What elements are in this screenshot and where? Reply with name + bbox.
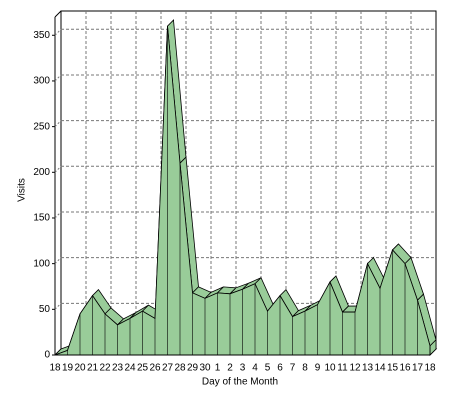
x-tick-label: 16 [399,363,411,374]
x-tick-label: 29 [187,363,199,374]
x-tick-label: 23 [112,363,124,374]
y-tick-label: 100 [33,258,50,269]
x-tick-label: 2 [227,363,233,374]
x-tick-label: 18 [424,363,436,374]
x-tick-label: 25 [137,363,149,374]
x-tick-label: 27 [162,363,174,374]
grid-line-side [54,74,62,82]
grid-line-side [54,165,62,173]
x-tick-label: 6 [277,363,283,374]
x-tick-label: 17 [412,363,424,374]
x-tick-label: 21 [87,363,99,374]
x-tick-label: 20 [74,363,86,374]
y-tick-label: 0 [44,350,50,361]
x-tick-label: 1 [215,363,221,374]
left-wall-top [54,10,62,18]
y-tick-label: 150 [33,213,50,224]
x-tick-label: 15 [387,363,399,374]
grid-line-side [54,211,62,219]
x-tick-label: 28 [174,363,186,374]
grid-line-side [54,120,62,127]
x-axis-label: Day of the Month [202,377,278,388]
grid-line-side [54,28,62,36]
grid-line-side [54,302,62,310]
x-tick-label: 10 [324,363,336,374]
x-tick-label: 19 [62,363,74,374]
y-tick-label: 250 [33,121,50,132]
x-tick-label: 14 [374,363,386,374]
x-tick-label: 3 [240,363,246,374]
y-tick-label: 300 [33,76,50,87]
x-tick-label: 4 [252,363,258,374]
x-tick-label: 5 [265,363,271,374]
y-axis-label: Visits [17,178,28,202]
x-tick-label: 12 [349,363,361,374]
y-tick-label: 200 [33,167,50,178]
x-tick-label: 22 [99,363,111,374]
x-tick-label: 11 [337,363,348,374]
x-tick-label: 24 [124,363,136,374]
x-tick-label: 7 [290,363,296,374]
x-tick-label: 8 [302,363,308,374]
x-tick-label: 9 [315,363,321,374]
y-tick-label: 350 [33,30,50,41]
y-tick-label: 50 [39,304,51,315]
x-tick-label: 13 [362,363,374,374]
x-tick-label: 30 [199,363,211,374]
x-tick-label: 18 [49,363,61,374]
x-tick-label: 26 [149,363,161,374]
grid-line-side [54,257,62,265]
